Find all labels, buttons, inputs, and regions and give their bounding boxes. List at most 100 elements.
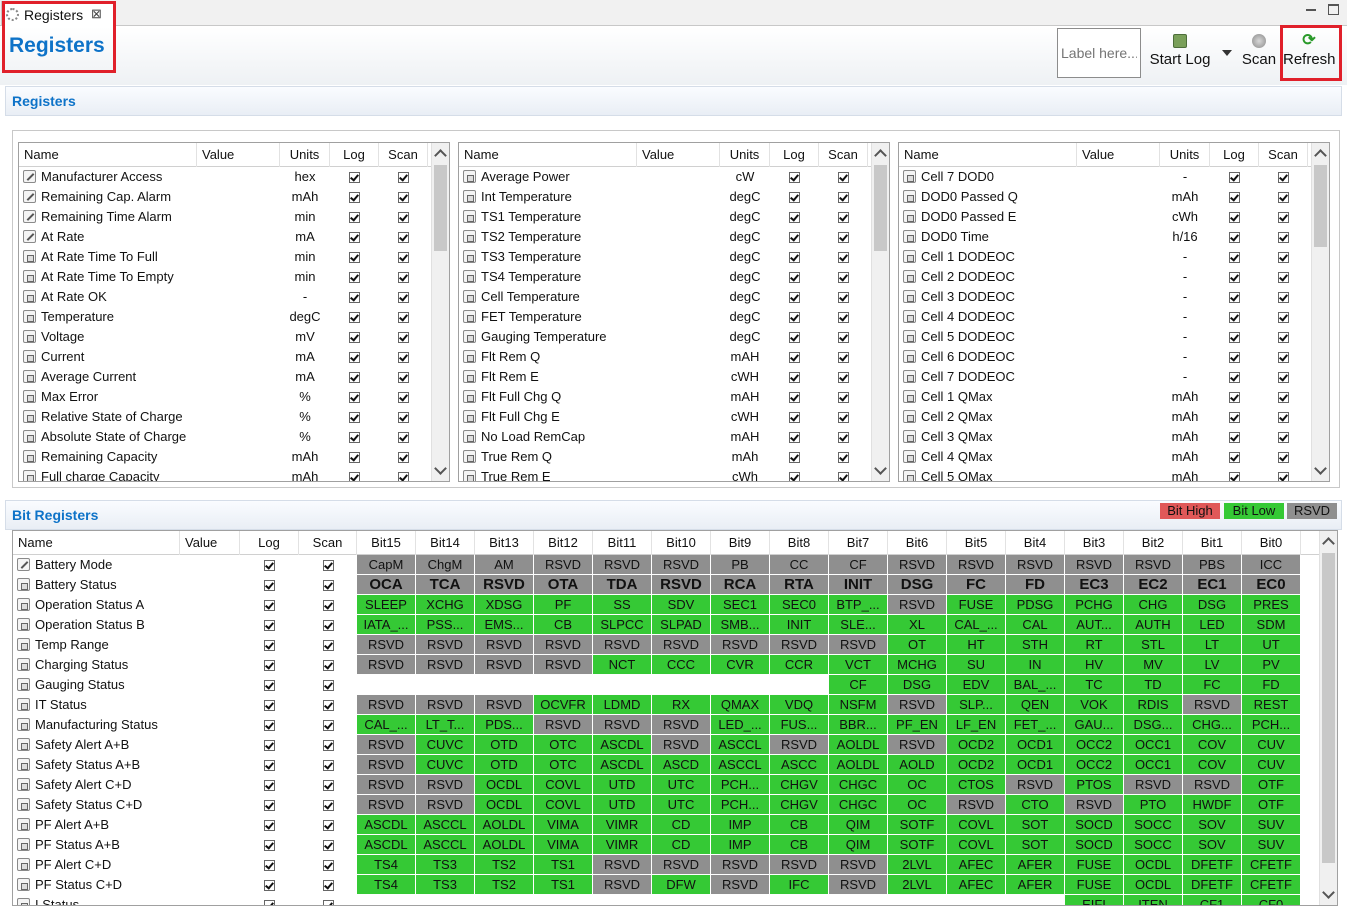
bit-table-row[interactable]: PF Status C+D TS4 TS3 TS2 TS1 RSVD DFW RSVD IFC R… bbox=[13, 875, 1319, 895]
table-row[interactable]: Cell 3 DODEOC - bbox=[899, 287, 1313, 307]
log-checkbox[interactable] bbox=[789, 412, 800, 423]
bit-cell[interactable]: SUV bbox=[1242, 835, 1301, 854]
bit-cell[interactable]: IMP bbox=[711, 835, 770, 854]
bit-cell[interactable]: RSVD bbox=[888, 695, 947, 714]
bit-cell[interactable]: OTF bbox=[1242, 795, 1301, 814]
bit-cell[interactable]: CD bbox=[652, 815, 711, 834]
bit-cell[interactable]: COVL bbox=[947, 815, 1006, 834]
bit-cell[interactable]: CF1 bbox=[1183, 895, 1242, 905]
log-checkbox[interactable] bbox=[349, 232, 360, 243]
bit-cell[interactable]: RSVD bbox=[416, 655, 475, 674]
bit-cell[interactable]: ICC bbox=[1242, 555, 1301, 574]
bit-cell[interactable]: RSVD bbox=[1065, 555, 1124, 574]
bit-cell[interactable]: ASCDL bbox=[593, 755, 652, 774]
scan-checkbox[interactable] bbox=[838, 372, 849, 383]
bit-cell[interactable]: GAU... bbox=[1065, 715, 1124, 734]
log-checkbox[interactable] bbox=[264, 740, 275, 751]
bit-cell[interactable]: RSVD bbox=[1183, 775, 1242, 794]
bit-cell[interactable]: CVR bbox=[711, 655, 770, 674]
chevron-down-icon[interactable] bbox=[1222, 50, 1232, 56]
scan-checkbox[interactable] bbox=[398, 272, 409, 283]
column-header-value[interactable]: Value bbox=[1077, 143, 1160, 167]
chevron-up-icon[interactable] bbox=[434, 149, 447, 162]
log-checkbox[interactable] bbox=[1229, 392, 1240, 403]
bit-cell[interactable]: CF0 bbox=[1242, 895, 1301, 905]
log-checkbox[interactable] bbox=[1229, 452, 1240, 463]
bit-cell[interactable]: SU bbox=[947, 655, 1006, 674]
log-checkbox[interactable] bbox=[349, 412, 360, 423]
bit-cell[interactable]: EMS... bbox=[475, 615, 534, 634]
bit-cell[interactable]: DSG bbox=[888, 575, 947, 594]
bit-cell[interactable]: COV bbox=[1183, 735, 1242, 754]
log-checkbox[interactable] bbox=[789, 472, 800, 481]
bit-cell[interactable]: OCD2 bbox=[947, 755, 1006, 774]
bit-cell[interactable]: PCH... bbox=[1242, 715, 1301, 734]
scan-checkbox[interactable] bbox=[398, 312, 409, 323]
bit-cell[interactable]: MV bbox=[1124, 655, 1183, 674]
table-row[interactable]: Remaining Time Alarm min bbox=[19, 207, 433, 227]
table-row[interactable]: Cell 1 DODEOC - bbox=[899, 247, 1313, 267]
bit-table-row[interactable]: Gauging Status CF DSG EDV BAL_... TC TD FC FD bbox=[13, 675, 1319, 695]
bit-cell[interactable]: 2LVL bbox=[888, 875, 947, 894]
scan-checkbox[interactable] bbox=[322, 560, 334, 571]
bit-cell[interactable]: QEN bbox=[1006, 695, 1065, 714]
refresh-button[interactable]: ⟳ Refresh bbox=[1283, 32, 1336, 74]
bit-cell[interactable]: RSVD bbox=[1124, 555, 1183, 574]
bit-cell[interactable]: OCA bbox=[357, 575, 416, 594]
log-checkbox[interactable] bbox=[1229, 292, 1240, 303]
bit-cell[interactable] bbox=[357, 675, 416, 694]
bit-cell[interactable]: AOLDL bbox=[475, 815, 534, 834]
bit-column-header[interactable]: Bit3 bbox=[1065, 531, 1124, 555]
log-checkbox[interactable] bbox=[1229, 472, 1240, 481]
scan-checkbox[interactable] bbox=[838, 212, 849, 223]
bit-table-row[interactable]: Charging Status RSVD RSVD RSVD RSVD NCT CCC CVR… bbox=[13, 655, 1319, 675]
scan-checkbox[interactable] bbox=[398, 432, 409, 443]
bit-cell[interactable]: CTO bbox=[1006, 795, 1065, 814]
table-row[interactable]: Full charge Capacity mAh bbox=[19, 467, 433, 481]
bit-column-header[interactable]: Bit6 bbox=[888, 531, 947, 555]
log-checkbox[interactable] bbox=[349, 392, 360, 403]
bit-cell[interactable]: FD bbox=[1006, 575, 1065, 594]
bit-cell[interactable]: ASCCL bbox=[416, 815, 475, 834]
scan-checkbox[interactable] bbox=[838, 432, 849, 443]
bit-cell[interactable]: INIT bbox=[829, 575, 888, 594]
bit-cell[interactable]: BBR... bbox=[829, 715, 888, 734]
scan-checkbox[interactable] bbox=[322, 840, 334, 851]
scan-checkbox[interactable] bbox=[398, 452, 409, 463]
bit-cell[interactable]: SMB... bbox=[711, 615, 770, 634]
bit-cell[interactable]: EC0 bbox=[1242, 575, 1301, 594]
bit-cell[interactable]: CHGC bbox=[829, 795, 888, 814]
bit-cell[interactable]: CF bbox=[829, 675, 888, 694]
bit-cell[interactable]: LT_T... bbox=[416, 715, 475, 734]
column-header-log[interactable]: Log bbox=[770, 143, 819, 167]
scan-checkbox[interactable] bbox=[398, 392, 409, 403]
log-checkbox[interactable] bbox=[1229, 372, 1240, 383]
table-row[interactable]: Max Error% bbox=[19, 387, 433, 407]
scan-checkbox[interactable] bbox=[322, 680, 334, 691]
bit-cell[interactable]: HT bbox=[947, 635, 1006, 654]
bit-cell[interactable]: DSG... bbox=[1124, 715, 1183, 734]
log-checkbox[interactable] bbox=[349, 332, 360, 343]
bit-cell[interactable]: RSVD bbox=[888, 595, 947, 614]
bit-column-header[interactable]: Bit5 bbox=[947, 531, 1006, 555]
bit-cell[interactable] bbox=[711, 895, 770, 905]
bit-cell[interactable]: FUS... bbox=[770, 715, 829, 734]
bit-cell[interactable]: RSVD bbox=[534, 655, 593, 674]
bit-cell[interactable]: CB bbox=[770, 815, 829, 834]
scan-checkbox[interactable] bbox=[398, 352, 409, 363]
scan-checkbox[interactable] bbox=[322, 720, 334, 731]
bit-cell[interactable]: CD bbox=[652, 835, 711, 854]
bit-table-row[interactable]: PF Status A+B ASCDL ASCCL AOLDL VIMA VIMR CD IM… bbox=[13, 835, 1319, 855]
bit-cell[interactable]: TC bbox=[1065, 675, 1124, 694]
bit-column-header[interactable]: Bit9 bbox=[711, 531, 770, 555]
scan-checkbox[interactable] bbox=[1278, 192, 1289, 203]
bit-table-row[interactable]: Battery Status OCA TCA RSVD OTA TDA RSVD RCA RTA… bbox=[13, 575, 1319, 595]
bit-table-row[interactable]: PF Alert A+B ASCDL ASCCL AOLDL VIMA VIMR CD IMP… bbox=[13, 815, 1319, 835]
bit-cell[interactable]: CC bbox=[770, 555, 829, 574]
bit-cell[interactable]: FUSE bbox=[947, 595, 1006, 614]
chevron-up-icon[interactable] bbox=[1322, 537, 1335, 550]
bit-cell[interactable]: SDM bbox=[1242, 615, 1301, 634]
bit-cell[interactable]: ASCDL bbox=[593, 735, 652, 754]
bit-cell[interactable]: RSVD bbox=[357, 655, 416, 674]
bit-cell[interactable]: RSVD bbox=[711, 875, 770, 894]
